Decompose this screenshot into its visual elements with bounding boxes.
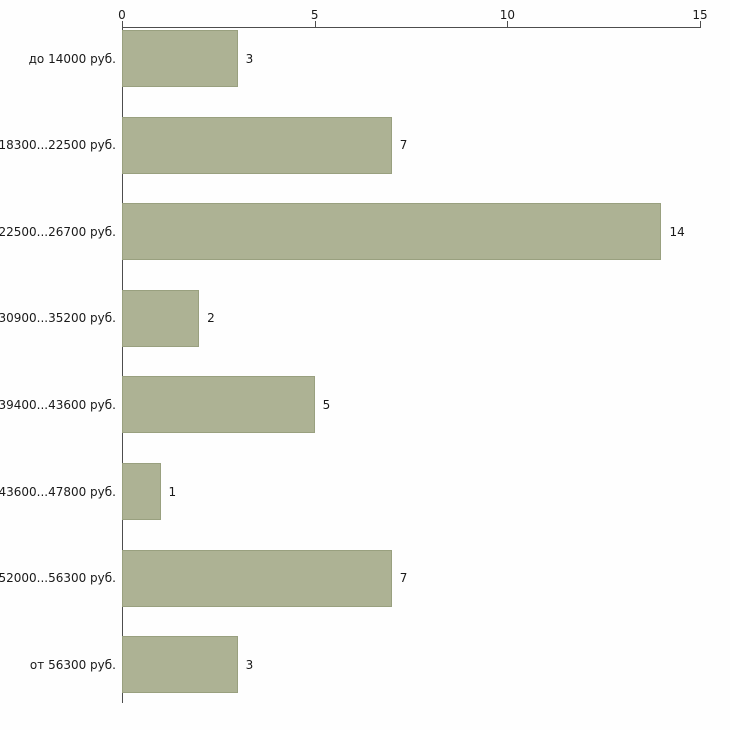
- bar-area: 3: [122, 636, 254, 694]
- category-label: 30900...35200 руб.: [0, 311, 116, 326]
- bar: [122, 116, 392, 174]
- bar-row: 39400...43600 руб. 5: [0, 370, 730, 457]
- value-label: 7: [399, 571, 408, 586]
- bar: [122, 376, 315, 434]
- value-label: 2: [207, 311, 215, 326]
- bar-row: 30900...35200 руб. 2: [0, 284, 730, 371]
- x-tick: [314, 21, 316, 28]
- y-axis-line: [122, 27, 123, 703]
- category-label: 43600...47800 руб.: [0, 484, 116, 499]
- category-label: от 56300 руб.: [29, 657, 116, 672]
- bar-area: 5: [122, 376, 331, 434]
- bar-area: 3: [122, 30, 253, 87]
- category-label: 22500...26700 руб.: [0, 224, 116, 239]
- value-label: 3: [245, 51, 254, 66]
- bar-area: 2: [122, 289, 215, 347]
- x-tick: [122, 21, 123, 28]
- bar-area: 14: [122, 203, 685, 261]
- x-tick-label: 5: [310, 8, 319, 22]
- bar: [122, 203, 662, 261]
- x-axis-line: [122, 27, 701, 28]
- x-tick-label: 15: [692, 8, 708, 22]
- bar-row: 18300...22500 руб. 7: [0, 111, 730, 198]
- category-label: 39400...43600 руб.: [0, 397, 116, 412]
- value-label: 7: [399, 138, 408, 153]
- bar-area: 1: [122, 463, 176, 520]
- x-tick: [700, 21, 701, 28]
- category-label: 52000...56300 руб.: [0, 571, 116, 586]
- value-label: 5: [322, 397, 331, 412]
- value-label: 1: [168, 484, 177, 499]
- bar-row: 52000...56300 руб. 7: [0, 544, 730, 631]
- x-tick-label: 0: [118, 8, 126, 22]
- x-tick-label: 10: [499, 8, 515, 22]
- bar-row: 43600...47800 руб. 1: [0, 457, 730, 544]
- category-label: до 14000 руб.: [28, 51, 116, 66]
- bar: [122, 549, 392, 607]
- value-label: 3: [245, 657, 254, 672]
- bar-area: 7: [122, 549, 408, 607]
- x-tick: [507, 21, 509, 28]
- bar: [122, 30, 238, 87]
- bar-row: до 14000 руб. 3: [0, 24, 730, 111]
- bar: [122, 636, 238, 694]
- bar-row: 22500...26700 руб. 14: [0, 197, 730, 284]
- value-label: 14: [669, 224, 685, 239]
- category-label: 18300...22500 руб.: [0, 138, 116, 153]
- bar: [122, 463, 161, 520]
- bar-row: от 56300 руб. 3: [0, 630, 730, 717]
- bar-area: 7: [122, 116, 408, 174]
- bar: [122, 289, 200, 347]
